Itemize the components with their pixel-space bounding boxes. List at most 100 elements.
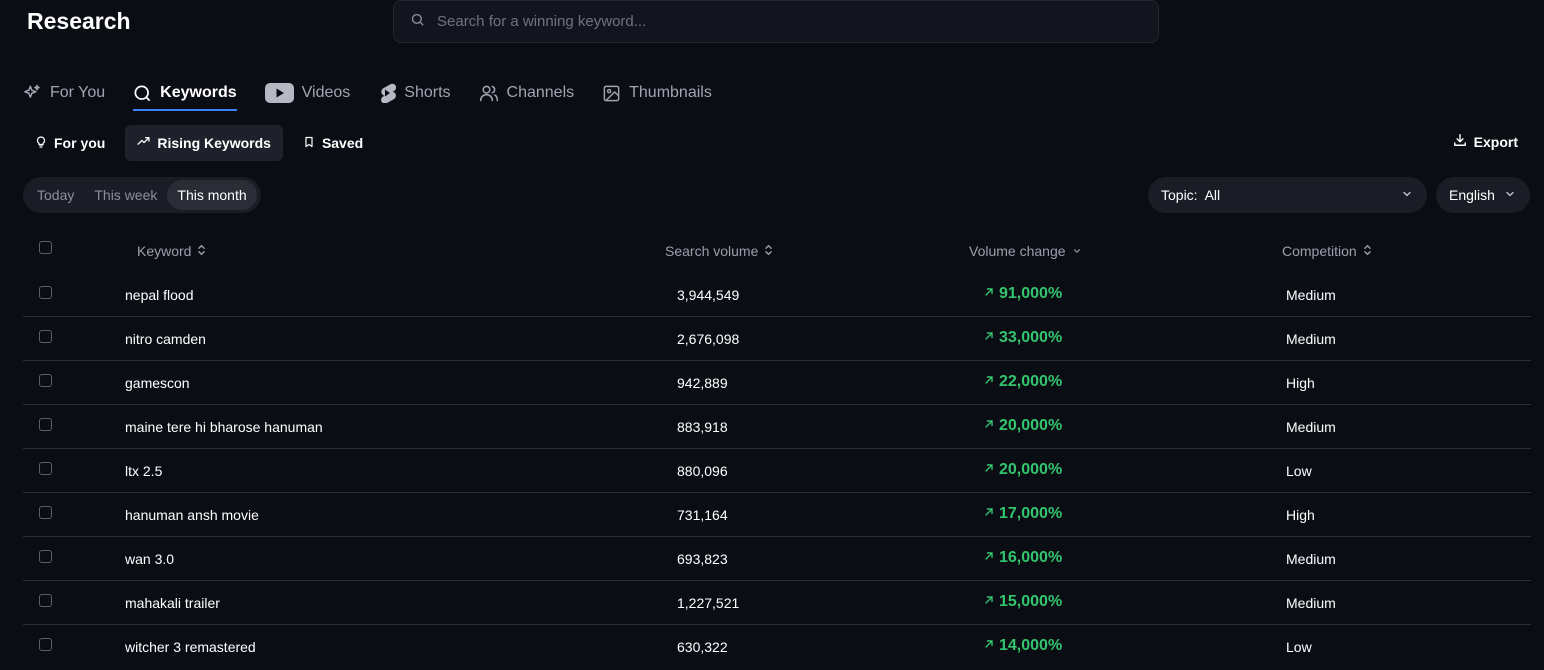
keyword-cell: mahakali trailer <box>125 595 220 611</box>
volume-change-cell: 20,000% <box>983 417 1062 435</box>
arrow-up-right-icon <box>983 417 995 435</box>
arrow-up-right-icon <box>983 505 995 523</box>
row-checkbox[interactable] <box>39 374 52 387</box>
tab-label: Channels <box>506 84 575 101</box>
tab-label: Thumbnails <box>629 84 712 101</box>
keyword-subtabs: For you Rising Keywords Saved <box>23 125 375 161</box>
download-icon <box>1453 133 1467 150</box>
subtab-label: Saved <box>321 135 364 151</box>
image-icon <box>602 84 621 103</box>
topic-select[interactable]: Topic: All <box>1148 177 1427 213</box>
table-row[interactable]: witcher 3 remastered 630,322 14,000% Low <box>23 624 1531 668</box>
keyword-cell: nitro camden <box>125 331 206 347</box>
row-checkbox[interactable] <box>39 418 52 431</box>
sort-icon <box>764 243 773 259</box>
change-value: 91,000% <box>999 285 1063 302</box>
change-value: 22,000% <box>999 373 1063 390</box>
volume-change-cell: 20,000% <box>983 461 1062 479</box>
subtab-saved[interactable]: Saved <box>291 125 375 161</box>
keyword-cell: witcher 3 remastered <box>125 639 256 655</box>
tab-videos[interactable]: Videos <box>264 78 351 108</box>
sort-icon <box>1363 243 1372 259</box>
row-checkbox[interactable] <box>39 330 52 343</box>
table-row[interactable]: ltx 2.5 880,096 20,000% Low <box>23 448 1531 492</box>
volume-change-column-header[interactable]: Volume change <box>969 243 1082 259</box>
table-row[interactable]: mahakali trailer 1,227,521 15,000% Mediu… <box>23 580 1531 624</box>
competition-cell: Medium <box>1286 419 1336 435</box>
competition-cell: Medium <box>1286 331 1336 347</box>
subtab-for-you[interactable]: For you <box>23 125 117 161</box>
chevron-down-icon <box>1401 187 1413 203</box>
select-all-checkbox[interactable] <box>39 241 52 254</box>
competition-cell: Medium <box>1286 595 1336 611</box>
tab-keywords[interactable]: Keywords <box>133 78 238 111</box>
language-select[interactable]: English <box>1436 177 1530 213</box>
chevron-down-icon <box>1504 187 1516 203</box>
search-volume-cell: 1,227,521 <box>677 595 740 611</box>
volume-change-cell: 15,000% <box>983 593 1062 611</box>
competition-cell: Low <box>1286 639 1312 655</box>
competition-cell: High <box>1286 375 1315 391</box>
change-value: 17,000% <box>999 505 1063 522</box>
row-checkbox[interactable] <box>39 462 52 475</box>
period-toggle: Today This week This month <box>23 177 261 213</box>
users-icon <box>479 83 499 103</box>
search-bar[interactable] <box>393 0 1159 43</box>
tab-label: For You <box>50 84 106 101</box>
tab-shorts[interactable]: Shorts <box>378 78 451 108</box>
bookmark-icon <box>303 135 315 151</box>
search-volume-column-header[interactable]: Search volume <box>665 243 773 259</box>
keyword-column-header[interactable]: Keyword <box>137 243 206 259</box>
export-label: Export <box>1473 133 1518 150</box>
row-checkbox[interactable] <box>39 638 52 651</box>
keywords-table: Keyword Search volume Volume change Comp… <box>23 229 1531 668</box>
subtab-rising-keywords[interactable]: Rising Keywords <box>125 125 283 161</box>
table-row[interactable]: maine tere hi bharose hanuman 883,918 20… <box>23 404 1531 448</box>
tab-thumbnails[interactable]: Thumbnails <box>602 78 712 108</box>
keyword-cell: maine tere hi bharose hanuman <box>125 419 323 435</box>
arrow-up-right-icon <box>983 593 995 611</box>
sort-icon <box>197 243 206 259</box>
arrow-up-right-icon <box>983 637 995 655</box>
row-checkbox[interactable] <box>39 594 52 607</box>
header-label: Volume change <box>969 243 1066 259</box>
table-row[interactable]: nitro camden 2,676,098 33,000% Medium <box>23 316 1531 360</box>
change-value: 14,000% <box>999 637 1063 654</box>
volume-change-cell: 33,000% <box>983 329 1062 347</box>
arrow-up-right-icon <box>983 329 995 347</box>
table-row[interactable]: gamescon 942,889 22,000% High <box>23 360 1531 404</box>
competition-column-header[interactable]: Competition <box>1282 243 1372 259</box>
competition-cell: High <box>1286 507 1315 523</box>
language-value: English <box>1449 187 1495 203</box>
search-volume-cell: 3,944,549 <box>677 287 740 303</box>
period-today[interactable]: Today <box>37 187 75 203</box>
volume-change-cell: 14,000% <box>983 637 1062 655</box>
arrow-up-right-icon <box>983 373 995 391</box>
table-row[interactable]: hanuman ansh movie 731,164 17,000% High <box>23 492 1531 536</box>
period-this-month[interactable]: This month <box>167 180 257 210</box>
tab-label: Shorts <box>404 84 451 101</box>
shorts-icon <box>378 83 397 103</box>
row-checkbox[interactable] <box>39 286 52 299</box>
change-value: 20,000% <box>999 417 1063 434</box>
sort-desc-icon <box>1072 243 1082 259</box>
volume-change-cell: 22,000% <box>983 373 1062 391</box>
competition-cell: Medium <box>1286 287 1336 303</box>
search-icon <box>133 84 152 103</box>
table-row[interactable]: wan 3.0 693,823 16,000% Medium <box>23 536 1531 580</box>
topic-value: All <box>1204 187 1221 203</box>
table-row[interactable]: nepal flood 3,944,549 91,000% Medium <box>23 273 1531 316</box>
tab-channels[interactable]: Channels <box>479 78 575 108</box>
search-input[interactable] <box>435 12 1099 31</box>
period-this-week[interactable]: This week <box>94 187 158 203</box>
row-checkbox[interactable] <box>39 550 52 563</box>
topic-label: Topic: <box>1161 187 1198 203</box>
row-checkbox[interactable] <box>39 506 52 519</box>
tab-label: Videos <box>301 84 351 101</box>
search-icon <box>410 12 425 32</box>
search-volume-cell: 731,164 <box>677 507 728 523</box>
keyword-cell: hanuman ansh movie <box>125 507 259 523</box>
keyword-cell: gamescon <box>125 375 190 391</box>
tab-for-you[interactable]: For You <box>22 78 105 108</box>
export-button[interactable]: Export <box>1453 133 1518 150</box>
